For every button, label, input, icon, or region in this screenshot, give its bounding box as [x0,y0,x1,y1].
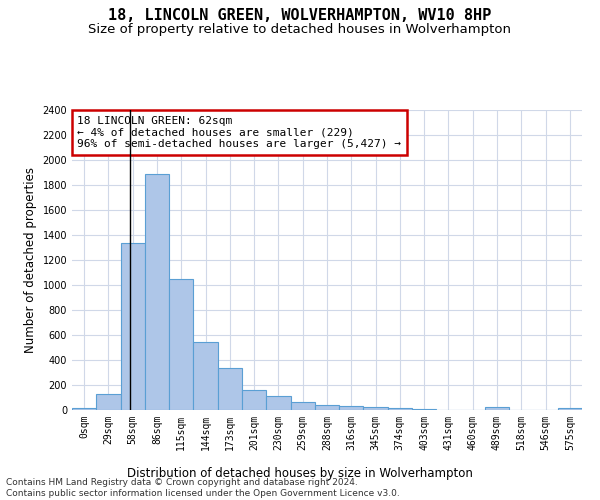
Y-axis label: Number of detached properties: Number of detached properties [24,167,37,353]
Bar [145,174,169,410]
Bar [388,408,412,410]
Text: 18, LINCOLN GREEN, WOLVERHAMPTON, WV10 8HP: 18, LINCOLN GREEN, WOLVERHAMPTON, WV10 8… [109,8,491,22]
Bar [193,342,218,410]
Text: Contains HM Land Registry data © Crown copyright and database right 2024.
Contai: Contains HM Land Registry data © Crown c… [6,478,400,498]
Text: 18 LINCOLN GREEN: 62sqm
← 4% of detached houses are smaller (229)
96% of semi-de: 18 LINCOLN GREEN: 62sqm ← 4% of detached… [77,116,401,149]
Bar [72,408,96,410]
Text: Distribution of detached houses by size in Wolverhampton: Distribution of detached houses by size … [127,467,473,480]
Bar [266,396,290,410]
Bar [485,407,509,410]
Bar [169,280,193,410]
Bar [315,405,339,410]
Bar [364,406,388,410]
Bar [96,394,121,410]
Bar [558,408,582,410]
Text: Size of property relative to detached houses in Wolverhampton: Size of property relative to detached ho… [89,22,511,36]
Bar [290,402,315,410]
Bar [339,406,364,410]
Bar [218,368,242,410]
Bar [121,242,145,410]
Bar [242,390,266,410]
